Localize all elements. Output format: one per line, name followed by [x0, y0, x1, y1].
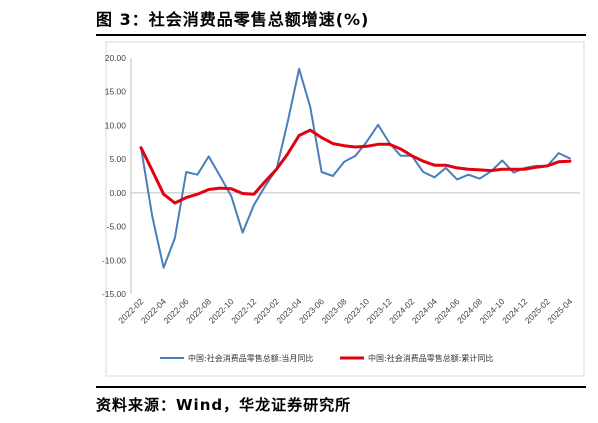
y-tick-label: -15.00 — [102, 289, 126, 299]
source-note: 资料来源：Wind，华龙证券研究所 — [96, 396, 352, 414]
y-tick-label: 15.00 — [105, 87, 127, 97]
y-tick-label: 5.00 — [109, 154, 126, 164]
legend-label: 中国:社会消费品零售总额:累计同比 — [368, 353, 493, 363]
y-tick-label: -5.00 — [107, 222, 127, 232]
top-rule — [96, 34, 586, 36]
series-line-cumulative — [139, 128, 572, 205]
y-tick-label: -10.00 — [102, 255, 126, 265]
bottom-rule — [96, 386, 586, 388]
chart-border — [105, 41, 585, 377]
x-tick-label: 2025-04 — [545, 296, 574, 325]
y-tick-label: 0.00 — [109, 188, 126, 198]
y-tick-label: 10.00 — [105, 120, 127, 130]
legend-label: 中国:社会消费品零售总额:当月同比 — [188, 353, 313, 363]
y-tick-label: 20.00 — [105, 53, 127, 63]
series-line-monthly — [140, 67, 571, 269]
figure-title: 图 3：社会消费品零售总额增速(%) — [96, 10, 370, 29]
